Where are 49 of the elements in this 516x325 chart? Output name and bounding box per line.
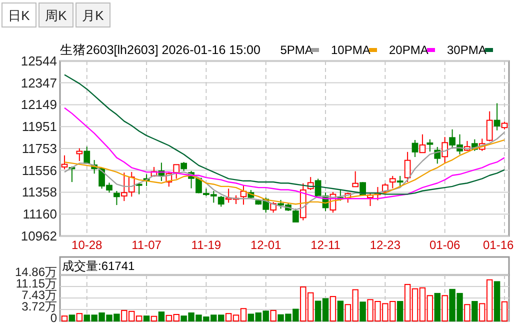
bar xyxy=(337,300,344,322)
x-tick-label: 12-23 xyxy=(370,238,401,252)
bar xyxy=(442,295,448,322)
y-tick-label: 11160 xyxy=(22,206,57,222)
y-tick-label: 3.72万 xyxy=(22,299,57,314)
legend-label: 20PMA xyxy=(389,43,428,57)
bar xyxy=(68,314,76,322)
bar xyxy=(61,316,68,322)
text: 周K xyxy=(45,8,68,23)
text: 月K xyxy=(82,8,104,23)
bar xyxy=(360,302,366,322)
candlestick xyxy=(412,139,418,158)
bar xyxy=(330,296,336,322)
legend-label: 10PMA xyxy=(331,43,370,57)
x-tick-label: 12-01 xyxy=(250,238,282,252)
y-tick-label: 11556 xyxy=(22,162,57,178)
y-tick-label: 10962 xyxy=(20,228,57,244)
x-tick-label: 10-28 xyxy=(72,238,103,252)
bar xyxy=(464,304,470,322)
bar xyxy=(158,312,165,322)
x-tick-label: 11-19 xyxy=(191,238,222,252)
x-tick-label: 01-16 xyxy=(482,238,514,252)
y-tick-label: 0 xyxy=(50,311,58,325)
bar xyxy=(494,281,500,322)
legend-label: 30PMA xyxy=(447,43,486,57)
y-tick-label: 14.86万 xyxy=(14,265,57,279)
y-tick-label: 12544 xyxy=(20,54,57,68)
bar xyxy=(270,310,276,322)
chart-title: 成交量:61741 xyxy=(62,259,136,273)
text: 日K xyxy=(8,8,30,23)
x-tick-label: 11-07 xyxy=(132,238,162,252)
y-tick-label: 7.43万 xyxy=(22,288,57,302)
bar xyxy=(143,316,150,322)
chart-title: 生猪2603[lh2603] 2026-01-16 15:00 xyxy=(60,43,261,57)
y-tick-label: 12149 xyxy=(20,97,57,112)
y-tick-label: 12347 xyxy=(20,75,57,90)
bar xyxy=(434,292,440,322)
y-tick-label: 11951 xyxy=(22,119,57,134)
y-tick-label: 11753 xyxy=(22,141,57,156)
bar xyxy=(501,301,508,322)
bar xyxy=(150,316,158,322)
bar xyxy=(472,301,478,322)
y-tick-label: 11358 xyxy=(22,184,57,200)
bar xyxy=(396,301,404,322)
x-tick-label: 12-11 xyxy=(310,238,341,252)
x-tick-label: 01-06 xyxy=(429,238,461,252)
legend-label: 5PMA xyxy=(280,43,313,57)
bar xyxy=(76,313,83,322)
y-tick-label: 11.15万 xyxy=(16,276,57,290)
